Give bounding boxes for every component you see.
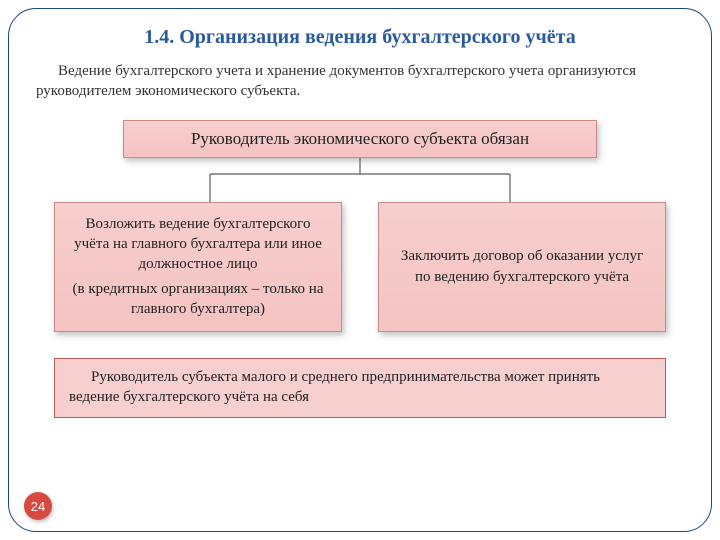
diagram-left-box: Возложить ведение бухгалтерского учёта н… bbox=[54, 202, 342, 332]
slide-title: 1.4. Организация ведения бухгалтерского … bbox=[36, 26, 684, 49]
org-diagram: Руководитель экономического субъекта обя… bbox=[54, 120, 666, 332]
footer-note: Руководитель субъекта малого и среднего … bbox=[54, 358, 666, 419]
diagram-row: Возложить ведение бухгалтерского учёта н… bbox=[54, 202, 666, 332]
slide-content: 1.4. Организация ведения бухгалтерского … bbox=[8, 8, 712, 532]
diagram-right-box: Заключить договор об оказании услуг по в… bbox=[378, 202, 666, 332]
diagram-top-box: Руководитель экономического субъекта обя… bbox=[123, 120, 597, 158]
left-box-sub: (в кредитных организациях – только на гл… bbox=[69, 279, 327, 320]
diagram-connectors bbox=[90, 158, 630, 202]
page-number-badge: 24 bbox=[24, 492, 52, 520]
connector-lines bbox=[90, 158, 630, 202]
intro-paragraph: Ведение бухгалтерского учета и хранение … bbox=[36, 61, 684, 102]
left-box-main: Возложить ведение бухгалтерского учёта н… bbox=[69, 214, 327, 275]
